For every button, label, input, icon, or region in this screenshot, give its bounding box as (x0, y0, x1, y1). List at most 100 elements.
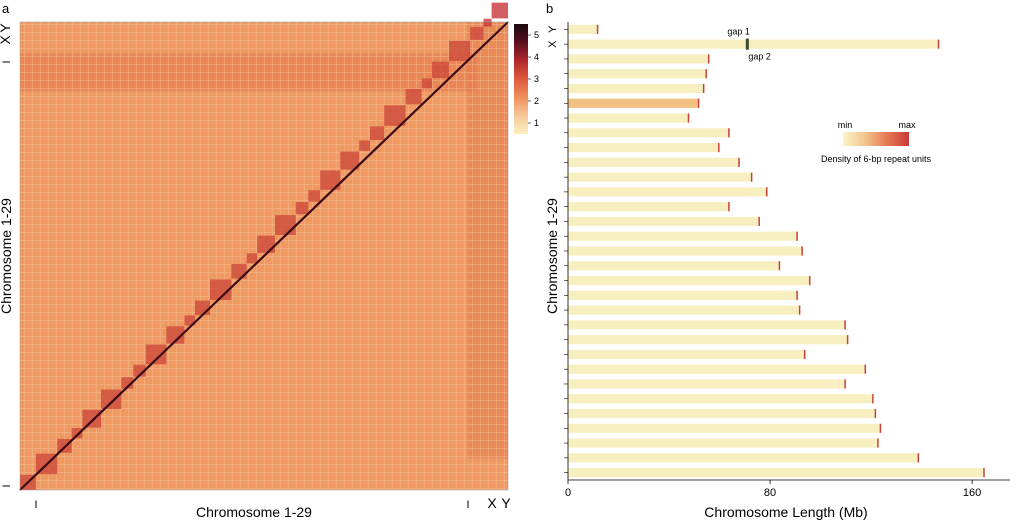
chromosome-bar (568, 468, 985, 478)
chromosome-end-mark (877, 438, 879, 448)
chromosome-bar (568, 216, 760, 227)
chromosome-end-mark (983, 468, 985, 478)
chromosome-end-mark (846, 335, 849, 345)
heatmap-block (491, 2, 508, 19)
heatmap-block (275, 215, 296, 235)
bar-panel (568, 24, 985, 478)
legend-ramp (843, 132, 909, 146)
chromosome-bar (568, 39, 940, 49)
colorbar: 1 2 3 4 5 (514, 24, 539, 134)
heatmap-block (308, 190, 321, 202)
heatmap-block (194, 300, 211, 316)
chromosome-end-mark (803, 349, 806, 359)
chromosome-end-mark (718, 143, 720, 153)
colorbar-tick-label: 3 (534, 74, 539, 84)
bar-y-tick-label: Y (547, 25, 559, 33)
heatmap-block (483, 18, 492, 27)
colorbar-ramp (514, 24, 528, 134)
heatmap-block (359, 140, 370, 151)
heatmap-block (449, 40, 471, 61)
heatmap-block (57, 438, 72, 453)
chromosome-bar (568, 24, 599, 34)
heatmap-y-axis-title: Chromosome 1-29 (0, 198, 14, 314)
legend-min-label: min (838, 120, 853, 130)
chromosome-bar (568, 305, 801, 315)
heatmap-block (82, 409, 102, 428)
chromosome-bar (568, 438, 879, 448)
chromosome-end-mark (844, 320, 846, 330)
heatmap-y-tick-label: Y (0, 23, 13, 33)
gap-mark (745, 38, 749, 50)
bar-y-tick-label: X (547, 40, 559, 48)
heatmap-block (320, 170, 341, 190)
chromosome-bar (568, 157, 740, 167)
chromosome-bar (568, 335, 849, 345)
heatmap-block (71, 428, 83, 439)
chromosome-bar (568, 69, 707, 79)
heatmap-block (210, 279, 232, 300)
heatmap-frame (19, 21, 509, 491)
chromosome-end-mark (697, 98, 700, 108)
chromosome-end-mark (687, 113, 690, 123)
heatmap-x-axis-title: Chromosome 1-29 (196, 504, 312, 520)
chromosome-bar (568, 394, 874, 404)
chromosome-bar (568, 98, 700, 108)
colorbar-tick-label: 4 (534, 52, 539, 62)
chromosome-bar (568, 202, 730, 212)
chromosome-end-mark (872, 394, 874, 404)
chromosome-bar (568, 172, 753, 182)
chromosome-bar (568, 231, 798, 241)
heatmap-x-tick-label: I (34, 499, 37, 511)
gap-2-label: gap 2 (748, 52, 771, 62)
heatmap-block (145, 344, 167, 365)
heatmap-y-ticks: I I XY (0, 23, 13, 488)
chromosome-bar (568, 453, 920, 463)
heatmap-y-tick-label: I (1, 60, 13, 63)
chromosome-end-mark (728, 128, 730, 138)
chromosome-end-mark (778, 261, 781, 271)
chromosome-end-mark (702, 83, 705, 94)
heatmap-block (101, 389, 122, 409)
heatmap-block (340, 151, 360, 170)
chromosome-end-mark (808, 275, 811, 286)
heatmap-block (257, 235, 276, 253)
chromosome-end-mark (596, 24, 599, 34)
heatmap-panel (19, 2, 509, 491)
chromosome-end-mark (844, 379, 846, 389)
colorbar-tick-label: 5 (534, 30, 539, 40)
heatmap-y-tick-label: I (1, 484, 13, 487)
chromosome-end-mark (796, 231, 798, 241)
panel-b-label: b (546, 1, 553, 16)
chromosome-end-mark (879, 423, 882, 433)
gap-1-label: gap 1 (727, 27, 750, 37)
panel-a-label: a (2, 1, 10, 16)
heatmap-block (384, 105, 406, 126)
heatmap-x-tick-label: X (487, 495, 497, 511)
chromosome-bar (568, 275, 811, 286)
chromosome-end-mark (705, 69, 707, 79)
heatmap-diagonal (19, 21, 509, 491)
chromosome-end-mark (707, 54, 710, 64)
chromosome-end-mark (801, 246, 803, 256)
chromosome-bar (568, 423, 882, 433)
chromosome-bar (568, 379, 846, 389)
bar-y-ticks: YX (547, 25, 568, 473)
chromosome-end-mark (917, 453, 920, 463)
density-legend: min max Density of 6-bp repeat units (821, 120, 932, 164)
bar-x-tick-label: 160 (963, 487, 981, 499)
chromosome-bar (568, 128, 730, 138)
chromosome-bar (568, 349, 806, 359)
bar-x-ticks: 0 80 160 (565, 480, 981, 499)
chromosome-end-mark (758, 216, 760, 227)
legend-title: Density of 6-bp repeat units (821, 154, 932, 164)
heatmap-block (121, 377, 134, 389)
chromosome-end-mark (874, 408, 877, 419)
chromosome-bar (568, 83, 705, 94)
chromosome-end-mark (766, 187, 768, 197)
chromosome-bar (568, 143, 720, 153)
heatmap-block (431, 61, 450, 79)
chromosome-bar (568, 54, 710, 64)
heatmap-block (231, 263, 247, 279)
bar-x-tick-label: 80 (764, 487, 776, 499)
